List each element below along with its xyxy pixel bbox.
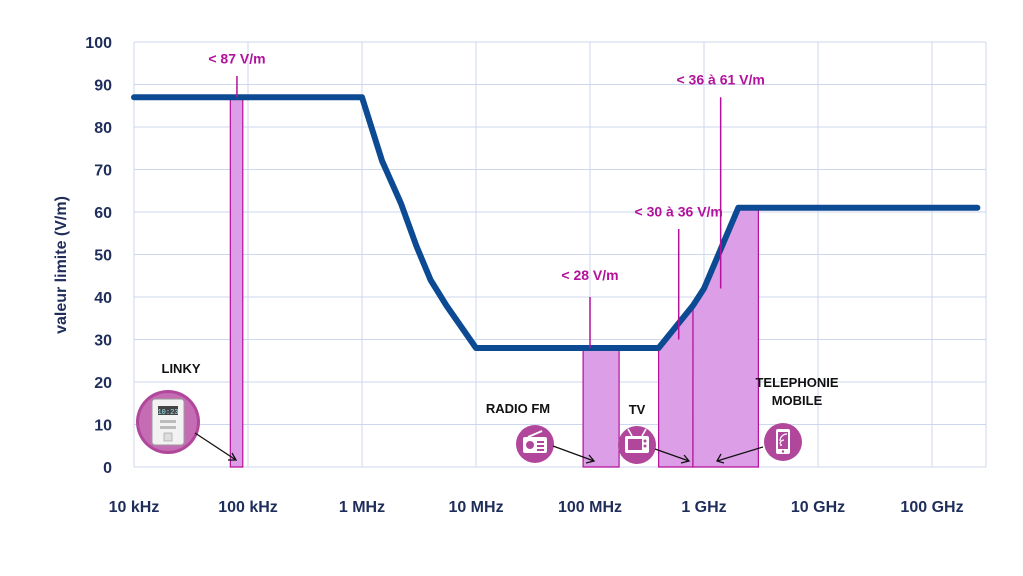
limit-line — [131, 94, 981, 351]
y-tick-label: 30 — [94, 333, 112, 350]
annotation-a30: < 30 à 36 V/m — [635, 203, 723, 219]
radio-icon — [516, 425, 554, 463]
y-axis-ticks: 0 10 20 30 40 50 60 70 80 90 100 — [85, 35, 112, 477]
x-tick-label: 10 MHz — [448, 499, 503, 516]
smartphone-icon — [764, 423, 802, 461]
svg-text:10:23: 10:23 — [157, 409, 178, 417]
annotation-a36: < 36 à 61 V/m — [676, 72, 764, 88]
y-tick-label: 100 — [85, 35, 112, 52]
electric-meter-icon: 10:23 — [136, 390, 200, 454]
y-tick-label: 20 — [94, 375, 112, 392]
label-mobile-line1: TELEPHONIE — [755, 375, 838, 390]
limit-line-path — [131, 94, 981, 351]
pointer-arrows — [194, 432, 764, 464]
annotation-a87: < 87 V/m — [208, 50, 265, 66]
band-mobile — [692, 207, 760, 468]
y-tick-label: 10 — [94, 418, 112, 435]
y-tick-label: 70 — [94, 163, 112, 180]
band-linky — [229, 96, 244, 468]
y-tick-label: 80 — [94, 120, 112, 137]
y-tick-label: 50 — [94, 248, 112, 265]
x-tick-label: 10 kHz — [109, 499, 160, 516]
x-tick-label: 1 MHz — [339, 499, 385, 516]
x-tick-label: 100 kHz — [218, 499, 278, 516]
x-tick-label: 1 GHz — [681, 499, 726, 516]
y-tick-label: 40 — [94, 290, 112, 307]
band-fm — [582, 347, 620, 468]
annotation-a28: < 28 V/m — [561, 267, 618, 283]
x-axis-ticks: 10 kHz 100 kHz 1 MHz 10 MHz 100 MHz 1 GHz 10 G… — [109, 499, 964, 516]
annotations: < 87 V/m < 28 V/m < 30 à 36 V/m < 36 à 61 V… — [208, 50, 765, 348]
grid — [133, 41, 987, 468]
y-tick-label: 0 — [103, 460, 112, 477]
y-axis-label: valeur limite (V/m) — [53, 196, 70, 334]
tv-icon — [618, 426, 656, 464]
x-tick-label: 100 GHz — [900, 499, 963, 516]
label-radio-fm: RADIO FM — [486, 401, 550, 416]
y-tick-label: 90 — [94, 78, 112, 95]
label-mobile-line2: MOBILE — [772, 393, 823, 408]
x-tick-label: 100 MHz — [558, 499, 622, 516]
label-tv: TV — [629, 402, 646, 417]
y-tick-label: 60 — [94, 205, 112, 222]
x-tick-label: 10 GHz — [791, 499, 845, 516]
frequency-bands — [229, 96, 760, 468]
label-linky: LINKY — [162, 361, 201, 376]
